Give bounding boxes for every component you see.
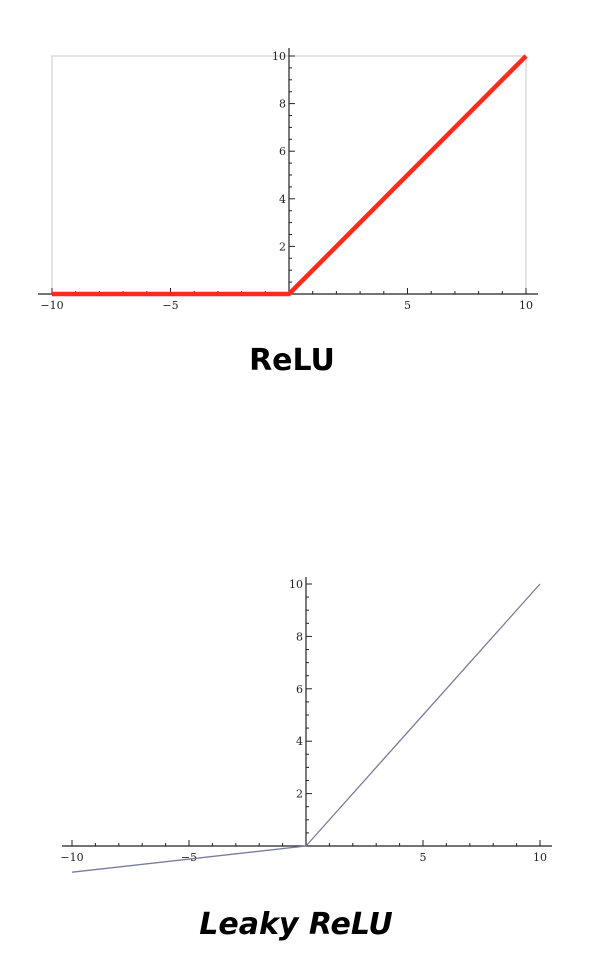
series-line bbox=[52, 54, 528, 297]
y-tick-label: 2 bbox=[296, 788, 303, 801]
x-tick-label: 10 bbox=[519, 299, 533, 312]
y-tick-label: 8 bbox=[296, 630, 303, 643]
leaky-relu-chart: −10 −5 5 10 2 4 6 8 10 bbox=[60, 577, 552, 873]
x-tick-label: 5 bbox=[420, 851, 427, 864]
leaky-relu-caption: Leaky ReLU bbox=[199, 907, 392, 942]
y-tick-label: 6 bbox=[279, 145, 286, 158]
relu-chart: −10 −5 5 10 2 4 6 8 10 bbox=[38, 48, 538, 312]
x-tick-label: −5 bbox=[162, 299, 178, 312]
x-tick-label: 10 bbox=[533, 851, 547, 864]
y-tick-label: 6 bbox=[296, 683, 303, 696]
y-tick-label: 2 bbox=[279, 240, 286, 253]
series-line bbox=[71, 583, 541, 873]
x-tick-label: −10 bbox=[60, 851, 83, 864]
y-tick-label: 4 bbox=[279, 193, 286, 206]
x-tick-label: 5 bbox=[404, 299, 411, 312]
relu-caption: ReLU bbox=[249, 343, 335, 378]
y-tick-label: 4 bbox=[296, 735, 303, 748]
y-tick-label: 10 bbox=[289, 578, 303, 591]
y-tick-label: 10 bbox=[272, 50, 286, 63]
x-tick-label: −10 bbox=[40, 299, 63, 312]
y-tick-label: 8 bbox=[279, 98, 286, 111]
x-tick-label: −5 bbox=[181, 851, 197, 864]
